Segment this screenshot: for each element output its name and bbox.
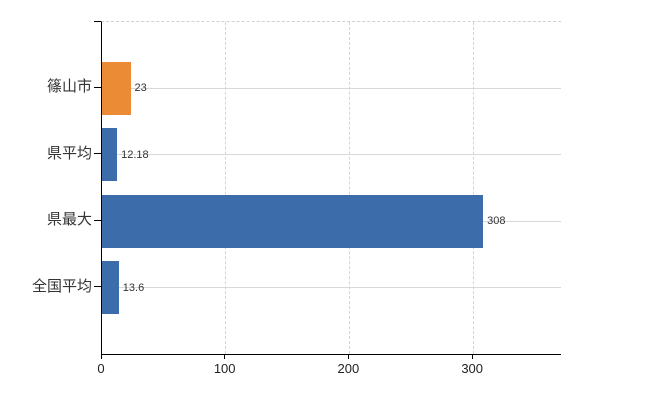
- x-axis-tick: [471, 354, 473, 359]
- category-label-全国平均: 全国平均: [31, 277, 92, 295]
- vertical-gridline: [348, 22, 350, 354]
- bar-県最大: [102, 194, 484, 248]
- bar-県平均: [102, 128, 118, 182]
- bar-value-label: 12.18: [121, 148, 149, 161]
- row-gridline: [102, 87, 561, 89]
- y-axis-tick: [94, 153, 101, 155]
- bar-value-label: 13.6: [122, 281, 145, 294]
- x-tick-label: 0: [97, 361, 105, 376]
- category-label-篠山市: 篠山市: [46, 78, 92, 96]
- vertical-gridline: [472, 22, 474, 354]
- x-tick-label: 300: [461, 361, 484, 376]
- x-axis-tick: [100, 354, 102, 359]
- y-axis-tick: [94, 86, 101, 88]
- x-tick-label: 200: [337, 361, 360, 376]
- category-label-県最大: 県最大: [46, 211, 92, 229]
- bar-value-label: 23: [134, 82, 147, 95]
- category-label-県平均: 県平均: [46, 144, 92, 162]
- row-gridline: [102, 287, 561, 289]
- vertical-gridline: [225, 22, 227, 354]
- y-axis-top-tick: [94, 21, 101, 22]
- x-tick-label: 100: [213, 361, 236, 376]
- x-axis-tick: [347, 354, 349, 359]
- bar-篠山市: [102, 61, 131, 115]
- plot-area: 23 12.18 308 13.6: [101, 21, 561, 355]
- row-gridline: [102, 154, 561, 156]
- y-axis-tick: [94, 286, 101, 288]
- x-axis-tick: [224, 354, 226, 359]
- bar-value-label: 308: [487, 215, 506, 228]
- bar-全国平均: [102, 261, 119, 315]
- y-axis-tick: [94, 219, 101, 221]
